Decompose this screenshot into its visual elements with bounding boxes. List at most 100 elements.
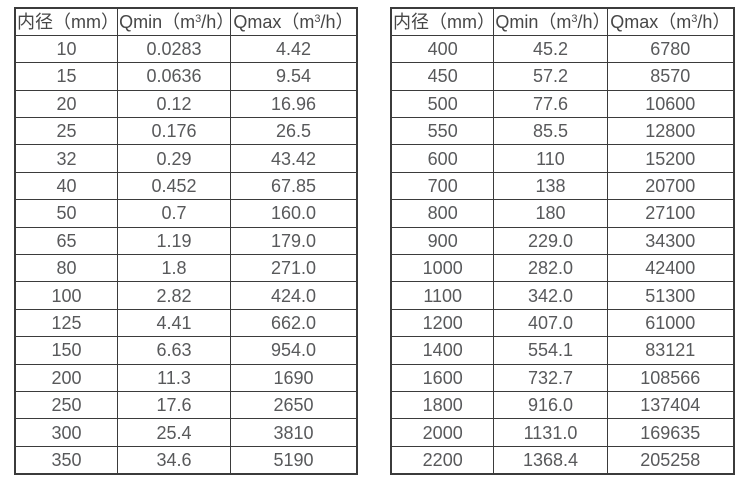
table-row: 40 0.452 67.85 xyxy=(14,171,358,201)
table-cell: 1600 xyxy=(390,363,495,392)
table-row: 2200 1368.4 205258 xyxy=(390,445,735,475)
table-cell: 6.63 xyxy=(117,336,231,365)
table-cell: 1200 xyxy=(390,308,495,338)
table-cell: 110 xyxy=(493,144,608,173)
header-cell: Qmin（m3/h） xyxy=(117,7,231,36)
header-superscript: 3 xyxy=(195,12,202,25)
table-cell: 150 xyxy=(14,336,119,365)
table-cell: 1400 xyxy=(390,336,495,365)
table-row: 125 4.41 662.0 xyxy=(14,308,358,338)
table-cell: 100 xyxy=(14,281,119,310)
table-cell: 61000 xyxy=(606,308,735,338)
table-row: 450 57.2 8570 xyxy=(390,62,735,91)
table-row: 400 45.2 6780 xyxy=(390,34,735,64)
table-cell: 8570 xyxy=(606,62,735,91)
table-cell: 137404 xyxy=(606,390,735,420)
table-cell: 77.6 xyxy=(493,89,608,119)
table-cell: 271.0 xyxy=(229,254,358,283)
table-cell: 2.82 xyxy=(117,281,231,310)
table-cell: 80 xyxy=(14,254,119,283)
table-cell: 1800 xyxy=(390,390,495,420)
table-cell: 407.0 xyxy=(493,308,608,338)
table-cell: 1690 xyxy=(229,363,358,392)
table-row: 600 110 15200 xyxy=(390,144,735,173)
table-cell: 125 xyxy=(14,308,119,338)
table-body: 10 0.0283 4.42 15 0.0636 9.54 20 0.12 16.96 25 0.1… xyxy=(14,34,358,475)
table-cell: 12800 xyxy=(606,117,735,146)
table-cell: 160.0 xyxy=(229,199,358,228)
table-cell: 342.0 xyxy=(493,281,608,310)
table-cell: 1100 xyxy=(390,281,495,310)
table-cell: 900 xyxy=(390,226,495,256)
table-cell: 108566 xyxy=(606,363,735,392)
table-cell: 200 xyxy=(14,363,119,392)
table-cell: 1.19 xyxy=(117,226,231,256)
table-cell: 6780 xyxy=(606,34,735,64)
header-row: 内径（mm）Qmin（m3/h）Qmax（m3/h） xyxy=(390,7,735,36)
flow-spec-table-large-diameters: 内径（mm）Qmin（m3/h）Qmax（m3/h） 40045.2678045… xyxy=(390,7,735,475)
table-cell: 916.0 xyxy=(493,390,608,420)
table-cell: 3810 xyxy=(229,418,358,447)
table-row: 900 229.0 34300 xyxy=(390,226,735,256)
table-row: 1800 916.0 137404 xyxy=(390,390,735,420)
header-label: Qmax（m xyxy=(233,11,315,32)
table-cell: 50 xyxy=(14,199,119,228)
table-cell: 10 xyxy=(14,34,119,64)
flow-spec-table-small-diameters: 内径（mm）Qmin（m3/h）Qmax（m3/h） 100.02834.421… xyxy=(14,7,358,475)
table-cell: 800 xyxy=(390,199,495,228)
table-cell: 67.85 xyxy=(229,171,358,201)
table-cell: 5190 xyxy=(229,445,358,475)
table-row: 20 0.12 16.96 xyxy=(14,89,358,119)
table-row: 1100 342.0 51300 xyxy=(390,281,735,310)
table-cell: 20700 xyxy=(606,171,735,201)
table-cell: 400 xyxy=(390,34,495,64)
table-cell: 138 xyxy=(493,171,608,201)
table-cell: 179.0 xyxy=(229,226,358,256)
table-cell: 15 xyxy=(14,62,119,91)
table-row: 250 17.6 2650 xyxy=(14,390,358,420)
table-row: 80 1.8 271.0 xyxy=(14,254,358,283)
header-label: Qmin（m xyxy=(495,11,572,32)
table-cell: 15200 xyxy=(606,144,735,173)
table-cell: 1.8 xyxy=(117,254,231,283)
header-cell: 内径（mm） xyxy=(14,7,119,36)
table-cell: 1131.0 xyxy=(493,418,608,447)
table-cell: 42400 xyxy=(606,254,735,283)
table-cell: 83121 xyxy=(606,336,735,365)
table-cell: 57.2 xyxy=(493,62,608,91)
table-cell: 450 xyxy=(390,62,495,91)
table-row: 1200 407.0 61000 xyxy=(390,308,735,338)
header-label: /h） xyxy=(201,11,229,32)
table-row: 800 180 27100 xyxy=(390,199,735,228)
header-label: Qmin（m xyxy=(119,11,196,32)
table-cell: 9.54 xyxy=(229,62,358,91)
table-cell: 2650 xyxy=(229,390,358,420)
table-row: 25 0.176 26.5 xyxy=(14,117,358,146)
table-cell: 4.42 xyxy=(229,34,358,64)
table-cell: 2000 xyxy=(390,418,495,447)
table-row: 550 85.5 12800 xyxy=(390,117,735,146)
table-cell: 10600 xyxy=(606,89,735,119)
table-cell: 0.7 xyxy=(117,199,231,228)
table-cell: 554.1 xyxy=(493,336,608,365)
table-row: 1400 554.1 83121 xyxy=(390,336,735,365)
table-cell: 0.0636 xyxy=(117,62,231,91)
header-cell: Qmax（m3/h） xyxy=(229,7,358,36)
table-cell: 26.5 xyxy=(229,117,358,146)
table-cell: 169635 xyxy=(606,418,735,447)
table-cell: 2200 xyxy=(390,445,495,475)
table-cell: 0.452 xyxy=(117,171,231,201)
header-cell: Qmax（m3/h） xyxy=(606,7,735,36)
table-cell: 20 xyxy=(14,89,119,119)
header-label: 内径（mm） xyxy=(17,11,118,32)
table-cell: 0.176 xyxy=(117,117,231,146)
table-cell: 1000 xyxy=(390,254,495,283)
table-cell: 205258 xyxy=(606,445,735,475)
table-row: 32 0.29 43.42 xyxy=(14,144,358,173)
header-cell: 内径（mm） xyxy=(390,7,495,36)
table-cell: 27100 xyxy=(606,199,735,228)
table-row: 100 2.82 424.0 xyxy=(14,281,358,310)
table-header-row: 内径（mm）Qmin（m3/h）Qmax（m3/h） xyxy=(14,7,358,36)
table-cell: 17.6 xyxy=(117,390,231,420)
table-row: 1600 732.7 108566 xyxy=(390,363,735,392)
